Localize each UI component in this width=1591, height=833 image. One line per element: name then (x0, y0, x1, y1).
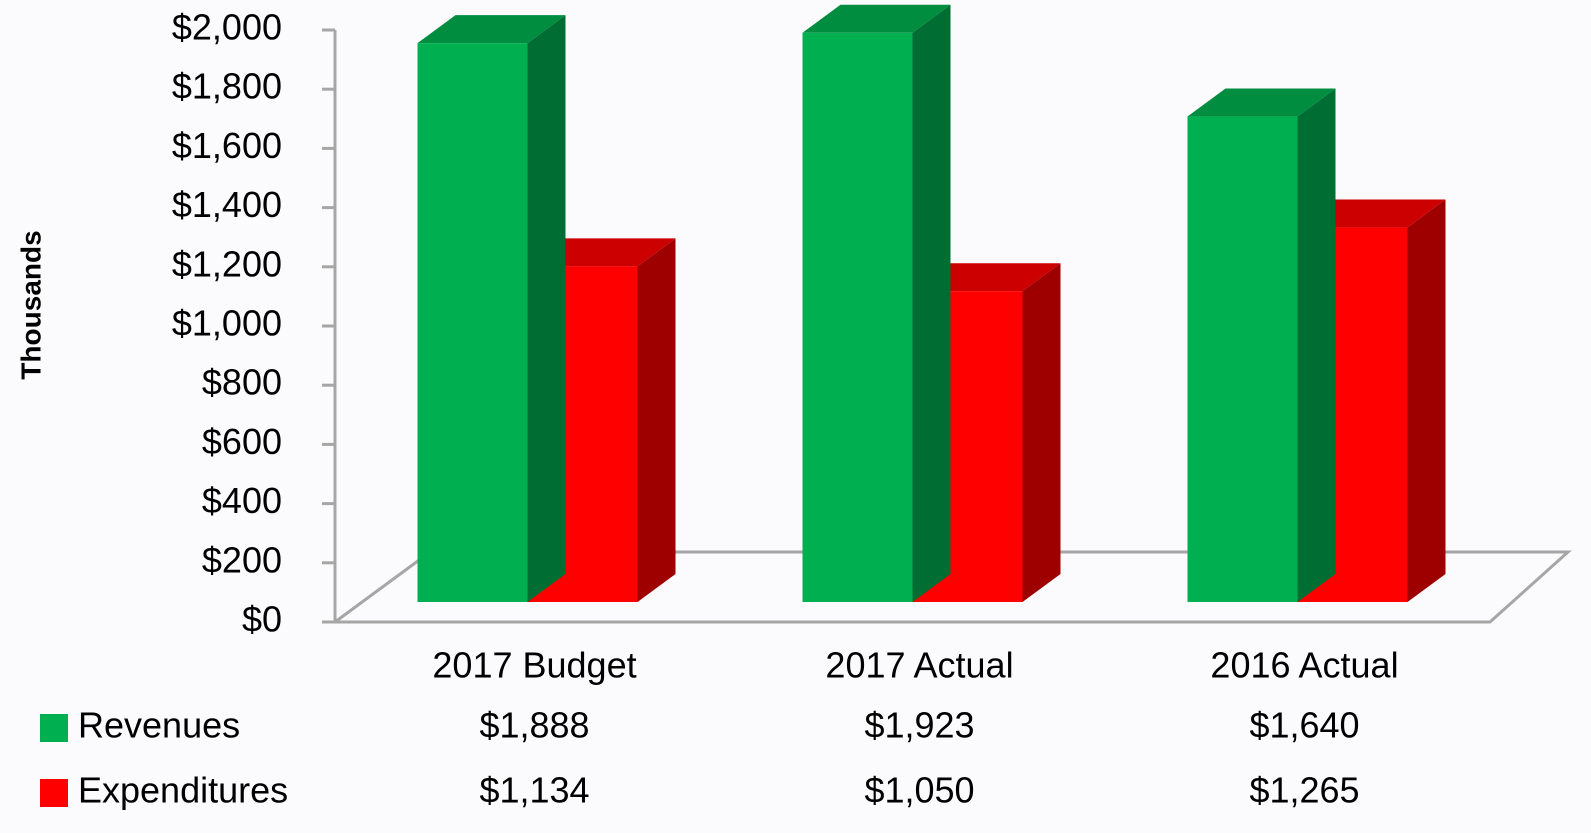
bar-side (1022, 263, 1061, 602)
bar-side (1297, 88, 1336, 602)
y-tick-label: $1,000 (172, 303, 282, 344)
table-value: $1,265 (1249, 770, 1359, 811)
y-tick-label: $1,400 (172, 184, 282, 225)
y-axis-label: Thousands (15, 230, 46, 379)
bar (802, 32, 913, 603)
y-tick-label: $600 (202, 421, 282, 462)
table-value: $1,050 (864, 770, 974, 811)
bar (1187, 116, 1298, 602)
y-tick-label: $1,800 (172, 66, 282, 107)
bar-side (912, 4, 951, 603)
bar-side (637, 238, 676, 602)
y-tick-label: $800 (202, 362, 282, 403)
bar-side (1407, 199, 1446, 602)
floor (330, 550, 1572, 624)
y-tick-label: $400 (202, 480, 282, 521)
bar-top (417, 15, 566, 44)
y-tick-label: $2,000 (172, 7, 282, 48)
y-tick-label: $1,600 (172, 125, 282, 166)
bar-top (1187, 88, 1336, 117)
bar-side (527, 15, 566, 603)
x-tick-label: 2017 Budget (432, 645, 636, 686)
table-value: $1,923 (864, 705, 974, 746)
legend-label: Revenues (78, 705, 240, 746)
legend-swatch (40, 779, 68, 807)
legend-swatch (40, 714, 68, 742)
table-value: $1,640 (1249, 705, 1359, 746)
y-tick-label: $200 (202, 539, 282, 580)
y-tick-label: $0 (242, 599, 282, 640)
x-tick-label: 2017 Actual (825, 645, 1013, 686)
bar-top (802, 4, 951, 33)
x-tick-label: 2016 Actual (1210, 645, 1398, 686)
table-value: $1,134 (479, 770, 589, 811)
table-value: $1,888 (479, 705, 589, 746)
legend-label: Expenditures (78, 770, 288, 811)
bar (417, 43, 528, 603)
y-tick-label: $1,200 (172, 243, 282, 284)
